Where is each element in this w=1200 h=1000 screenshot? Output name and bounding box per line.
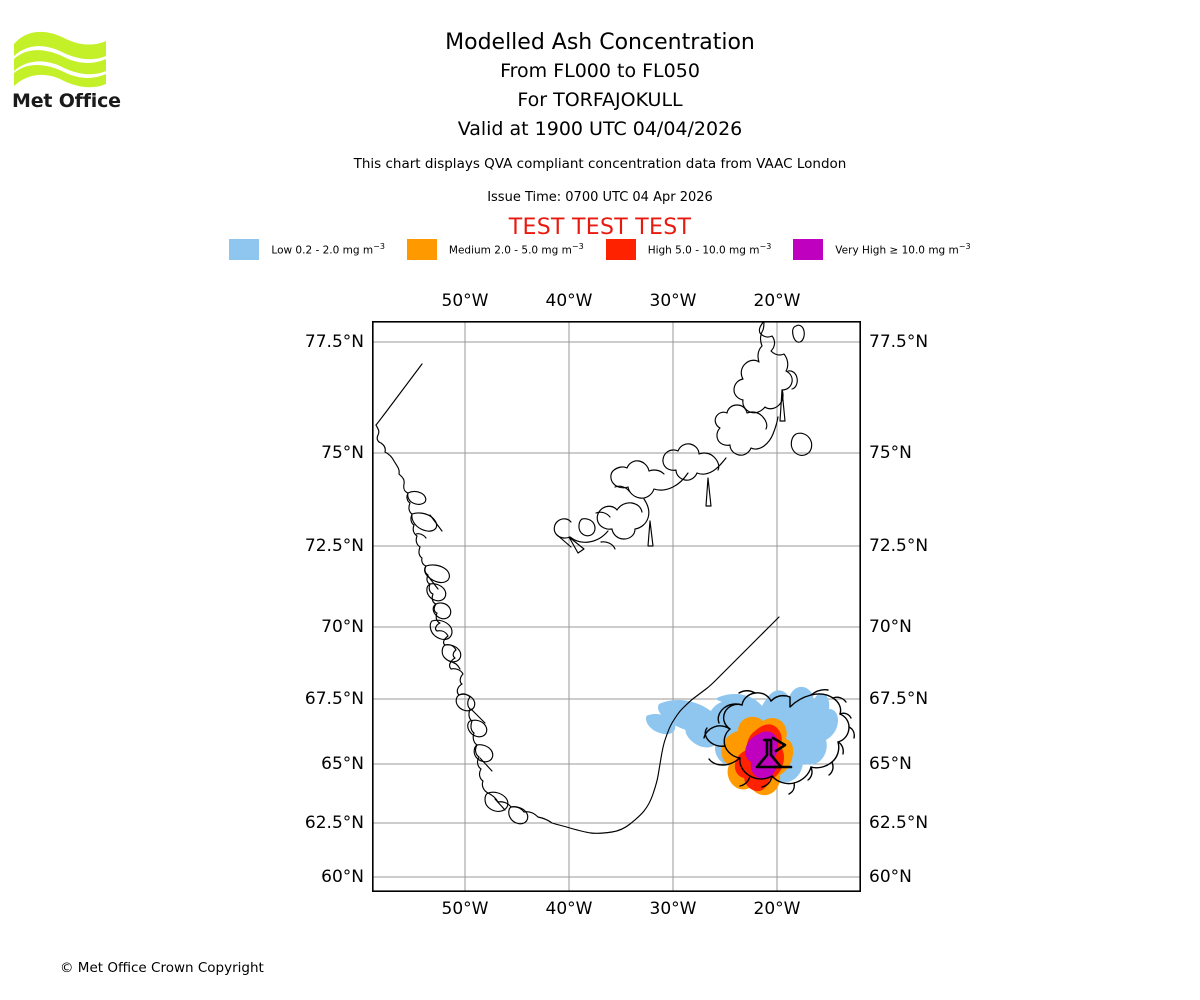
greenland-coastline	[375, 363, 780, 834]
valid-time: Valid at 1900 UTC 04/04/2026	[457, 118, 743, 140]
legend-swatch-high	[605, 239, 636, 260]
map-frame-border	[372, 321, 861, 892]
qva-note: This chart displays QVA compliant concen…	[353, 156, 847, 172]
tick-top-50w: 50°W	[441, 291, 489, 311]
concentration-legend: Low 0.2 - 2.0 mg m−3 Medium 2.0 - 5.0 mg…	[0, 239, 1200, 260]
met-office-logo	[12, 26, 112, 116]
legend-item-high: High 5.0 - 10.0 mg m−3	[605, 239, 772, 260]
legend-label-very-high: Very High ≥ 10.0 mg m−3	[835, 242, 971, 257]
legend-swatch-very-high	[793, 239, 824, 260]
flight-level-range: From FL000 to FL050	[500, 60, 700, 82]
legend-item-very-high: Very High ≥ 10.0 mg m−3	[793, 239, 971, 260]
issue-time: Issue Time: 0700 UTC 04 Apr 2026	[487, 190, 713, 205]
volcano-name: For TORFAJOKULL	[517, 89, 683, 111]
title-block: Modelled Ash Concentration From FL000 to…	[0, 28, 1200, 144]
test-banner: TEST TEST TEST	[508, 215, 692, 240]
legend-label-medium: Medium 2.0 - 5.0 mg m−3	[448, 242, 584, 257]
tick-top-20w: 20°W	[753, 291, 801, 311]
legend-item-medium: Medium 2.0 - 5.0 mg m−3	[406, 239, 584, 260]
legend-label-low: Low 0.2 - 2.0 mg m−3	[271, 242, 385, 257]
copyright-notice: © Met Office Crown Copyright	[60, 960, 264, 976]
met-office-wordmark: Met Office	[12, 90, 121, 112]
map-canvas	[372, 321, 861, 892]
tick-left-60n: 60°N	[321, 867, 364, 887]
tick-left-675n: 67.5°N	[304, 689, 364, 709]
legend-swatch-medium	[406, 239, 437, 260]
tick-left-70n: 70°N	[321, 617, 364, 637]
tick-right-625n: 62.5°N	[869, 813, 929, 833]
tick-right-775n: 77.5°N	[869, 332, 929, 352]
legend-item-low: Low 0.2 - 2.0 mg m−3	[229, 239, 385, 260]
tick-left-725n: 72.5°N	[304, 536, 364, 556]
tick-top-40w: 40°W	[545, 291, 593, 311]
tick-left-775n: 77.5°N	[304, 332, 364, 352]
legend-swatch-low	[229, 239, 260, 260]
tick-right-675n: 67.5°N	[869, 689, 929, 709]
tick-right-65n: 65°N	[869, 754, 912, 774]
tick-left-625n: 62.5°N	[304, 813, 364, 833]
tick-right-75n: 75°N	[869, 443, 912, 463]
tick-left-75n: 75°N	[321, 443, 364, 463]
tick-bottom-30w: 30°W	[649, 899, 697, 919]
page-title: Modelled Ash Concentration	[445, 30, 755, 55]
iceland-coastline	[703, 689, 855, 795]
volcano-source-marker	[755, 736, 793, 769]
tick-top-30w: 30°W	[649, 291, 697, 311]
tick-right-725n: 72.5°N	[869, 536, 929, 556]
tick-bottom-50w: 50°W	[441, 899, 489, 919]
tick-bottom-40w: 40°W	[545, 899, 593, 919]
tick-left-65n: 65°N	[321, 754, 364, 774]
tick-right-60n: 60°N	[869, 867, 912, 887]
tick-bottom-20w: 20°W	[753, 899, 801, 919]
map-gridlines	[372, 321, 861, 892]
ash-concentration-map: 50°W 40°W 30°W 20°W 50°W 40°W 30°W 20°W …	[305, 291, 928, 919]
tick-right-70n: 70°N	[869, 617, 912, 637]
legend-label-high: High 5.0 - 10.0 mg m−3	[647, 242, 772, 257]
northeast-greenland-coastline	[553, 321, 813, 554]
